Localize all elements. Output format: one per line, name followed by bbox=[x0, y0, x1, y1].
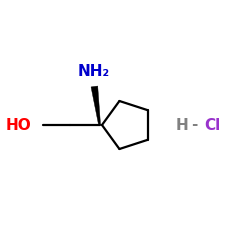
Polygon shape bbox=[91, 86, 101, 125]
Text: HO: HO bbox=[5, 118, 31, 132]
Text: -: - bbox=[191, 118, 197, 132]
Text: NH₂: NH₂ bbox=[78, 64, 110, 78]
Text: H: H bbox=[176, 118, 188, 132]
Text: Cl: Cl bbox=[204, 118, 220, 132]
